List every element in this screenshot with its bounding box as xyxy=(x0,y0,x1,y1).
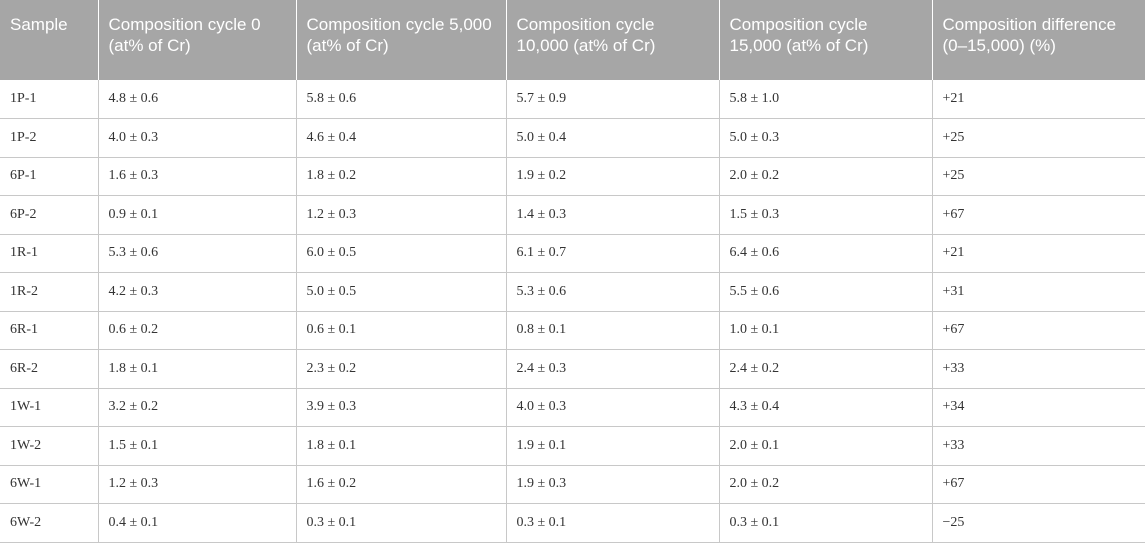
cycle-10000-cell: 0.8 ± 0.1 xyxy=(506,311,720,350)
cycle-5000-cell: 2.3 ± 0.2 xyxy=(296,349,507,389)
cycle-5000-cell: 5.8 ± 0.6 xyxy=(296,80,507,119)
cycle-10000-cell: 6.1 ± 0.7 xyxy=(506,234,720,273)
sample-cell: 6P-1 xyxy=(0,157,99,196)
cycle-10000-cell: 5.0 ± 0.4 xyxy=(506,118,720,158)
table-row: 6R-2 1.8 ± 0.1 2.3 ± 0.2 2.4 ± 0.3 2.4 ± 0.2… xyxy=(0,349,1145,389)
table-row: 6W-1 1.2 ± 0.3 1.6 ± 0.2 1.9 ± 0.3 2.0 ± 0.2… xyxy=(0,465,1145,504)
sample-cell: 6W-1 xyxy=(0,465,99,504)
cycle-0-cell: 0.6 ± 0.2 xyxy=(98,311,297,350)
table-row: 1R-1 5.3 ± 0.6 6.0 ± 0.5 6.1 ± 0.7 6.4 ± 0.6… xyxy=(0,234,1145,273)
cycle-15000-cell: 6.4 ± 0.6 xyxy=(719,234,933,273)
cycle-0-cell: 1.6 ± 0.3 xyxy=(98,157,297,196)
cycle-15000-cell: 2.0 ± 0.2 xyxy=(719,157,933,196)
column-header-cycle-10000: Composition cycle 10,000 (at% of Cr) xyxy=(506,0,720,80)
cycle-15000-cell: 1.5 ± 0.3 xyxy=(719,195,933,235)
difference-cell: +21 xyxy=(932,80,1145,119)
table-row: 6W-2 0.4 ± 0.1 0.3 ± 0.1 0.3 ± 0.1 0.3 ± 0.1… xyxy=(0,503,1145,543)
cycle-0-cell: 3.2 ± 0.2 xyxy=(98,388,297,427)
cycle-5000-cell: 3.9 ± 0.3 xyxy=(296,388,507,427)
composition-table: Sample Composition cycle 0 (at% of Cr) C… xyxy=(0,0,1145,543)
difference-cell: +21 xyxy=(932,234,1145,273)
sample-cell: 6R-2 xyxy=(0,349,99,389)
cycle-5000-cell: 1.6 ± 0.2 xyxy=(296,465,507,504)
sample-cell: 6W-2 xyxy=(0,503,99,543)
cycle-5000-cell: 1.8 ± 0.2 xyxy=(296,157,507,196)
cycle-5000-cell: 4.6 ± 0.4 xyxy=(296,118,507,158)
sample-cell: 1P-2 xyxy=(0,118,99,158)
table-header: Sample Composition cycle 0 (at% of Cr) C… xyxy=(0,0,1145,80)
difference-cell: +25 xyxy=(932,157,1145,196)
table-row: 6P-1 1.6 ± 0.3 1.8 ± 0.2 1.9 ± 0.2 2.0 ± 0.2… xyxy=(0,157,1145,196)
sample-cell: 1R-2 xyxy=(0,272,99,312)
cycle-0-cell: 4.8 ± 0.6 xyxy=(98,80,297,119)
cycle-15000-cell: 0.3 ± 0.1 xyxy=(719,503,933,543)
cycle-10000-cell: 1.9 ± 0.1 xyxy=(506,426,720,466)
cycle-0-cell: 4.0 ± 0.3 xyxy=(98,118,297,158)
cycle-0-cell: 0.9 ± 0.1 xyxy=(98,195,297,235)
difference-cell: +33 xyxy=(932,426,1145,466)
sample-cell: 6R-1 xyxy=(0,311,99,350)
cycle-15000-cell: 5.0 ± 0.3 xyxy=(719,118,933,158)
cycle-0-cell: 5.3 ± 0.6 xyxy=(98,234,297,273)
cycle-15000-cell: 2.0 ± 0.2 xyxy=(719,465,933,504)
table-row: 1W-1 3.2 ± 0.2 3.9 ± 0.3 4.0 ± 0.3 4.3 ± 0.4… xyxy=(0,388,1145,427)
column-header-cycle-15000: Composition cycle 15,000 (at% of Cr) xyxy=(719,0,933,80)
cycle-10000-cell: 1.9 ± 0.2 xyxy=(506,157,720,196)
difference-cell: +25 xyxy=(932,118,1145,158)
column-header-cycle-0: Composition cycle 0 (at% of Cr) xyxy=(98,0,297,80)
cycle-5000-cell: 1.2 ± 0.3 xyxy=(296,195,507,235)
table-row: 1W-2 1.5 ± 0.1 1.8 ± 0.1 1.9 ± 0.1 2.0 ± 0.1… xyxy=(0,426,1145,466)
difference-cell: +31 xyxy=(932,272,1145,312)
sample-cell: 1P-1 xyxy=(0,80,99,119)
table-row: 6P-2 0.9 ± 0.1 1.2 ± 0.3 1.4 ± 0.3 1.5 ± 0.3… xyxy=(0,195,1145,235)
cycle-5000-cell: 1.8 ± 0.1 xyxy=(296,426,507,466)
cycle-0-cell: 1.2 ± 0.3 xyxy=(98,465,297,504)
header-row: Sample Composition cycle 0 (at% of Cr) C… xyxy=(0,0,1145,80)
cycle-0-cell: 1.5 ± 0.1 xyxy=(98,426,297,466)
cycle-10000-cell: 1.9 ± 0.3 xyxy=(506,465,720,504)
difference-cell: +67 xyxy=(932,465,1145,504)
sample-cell: 1R-1 xyxy=(0,234,99,273)
column-header-cycle-5000: Composition cycle 5,000 (at% of Cr) xyxy=(296,0,507,80)
difference-cell: +34 xyxy=(932,388,1145,427)
cycle-0-cell: 1.8 ± 0.1 xyxy=(98,349,297,389)
cycle-15000-cell: 5.5 ± 0.6 xyxy=(719,272,933,312)
difference-cell: +67 xyxy=(932,195,1145,235)
sample-cell: 1W-1 xyxy=(0,388,99,427)
cycle-0-cell: 4.2 ± 0.3 xyxy=(98,272,297,312)
cycle-5000-cell: 5.0 ± 0.5 xyxy=(296,272,507,312)
cycle-15000-cell: 2.4 ± 0.2 xyxy=(719,349,933,389)
cycle-15000-cell: 1.0 ± 0.1 xyxy=(719,311,933,350)
table-row: 6R-1 0.6 ± 0.2 0.6 ± 0.1 0.8 ± 0.1 1.0 ± 0.1… xyxy=(0,311,1145,350)
difference-cell: +67 xyxy=(932,311,1145,350)
table-row: 1P-2 4.0 ± 0.3 4.6 ± 0.4 5.0 ± 0.4 5.0 ± 0.3… xyxy=(0,118,1145,158)
cycle-15000-cell: 5.8 ± 1.0 xyxy=(719,80,933,119)
column-header-sample: Sample xyxy=(0,0,99,80)
table-body: 1P-1 4.8 ± 0.6 5.8 ± 0.6 5.7 ± 0.9 5.8 ± 1.0… xyxy=(0,80,1145,543)
cycle-10000-cell: 5.7 ± 0.9 xyxy=(506,80,720,119)
column-header-difference: Composition difference (0–15,000) (%) xyxy=(932,0,1145,80)
cycle-10000-cell: 1.4 ± 0.3 xyxy=(506,195,720,235)
sample-cell: 1W-2 xyxy=(0,426,99,466)
difference-cell: −25 xyxy=(932,503,1145,543)
cycle-10000-cell: 2.4 ± 0.3 xyxy=(506,349,720,389)
cycle-5000-cell: 0.3 ± 0.1 xyxy=(296,503,507,543)
cycle-5000-cell: 0.6 ± 0.1 xyxy=(296,311,507,350)
table-row: 1R-2 4.2 ± 0.3 5.0 ± 0.5 5.3 ± 0.6 5.5 ± 0.6… xyxy=(0,272,1145,312)
table-row: 1P-1 4.8 ± 0.6 5.8 ± 0.6 5.7 ± 0.9 5.8 ± 1.0… xyxy=(0,80,1145,119)
cycle-15000-cell: 2.0 ± 0.1 xyxy=(719,426,933,466)
cycle-0-cell: 0.4 ± 0.1 xyxy=(98,503,297,543)
cycle-10000-cell: 0.3 ± 0.1 xyxy=(506,503,720,543)
difference-cell: +33 xyxy=(932,349,1145,389)
cycle-10000-cell: 5.3 ± 0.6 xyxy=(506,272,720,312)
cycle-5000-cell: 6.0 ± 0.5 xyxy=(296,234,507,273)
cycle-10000-cell: 4.0 ± 0.3 xyxy=(506,388,720,427)
sample-cell: 6P-2 xyxy=(0,195,99,235)
cycle-15000-cell: 4.3 ± 0.4 xyxy=(719,388,933,427)
